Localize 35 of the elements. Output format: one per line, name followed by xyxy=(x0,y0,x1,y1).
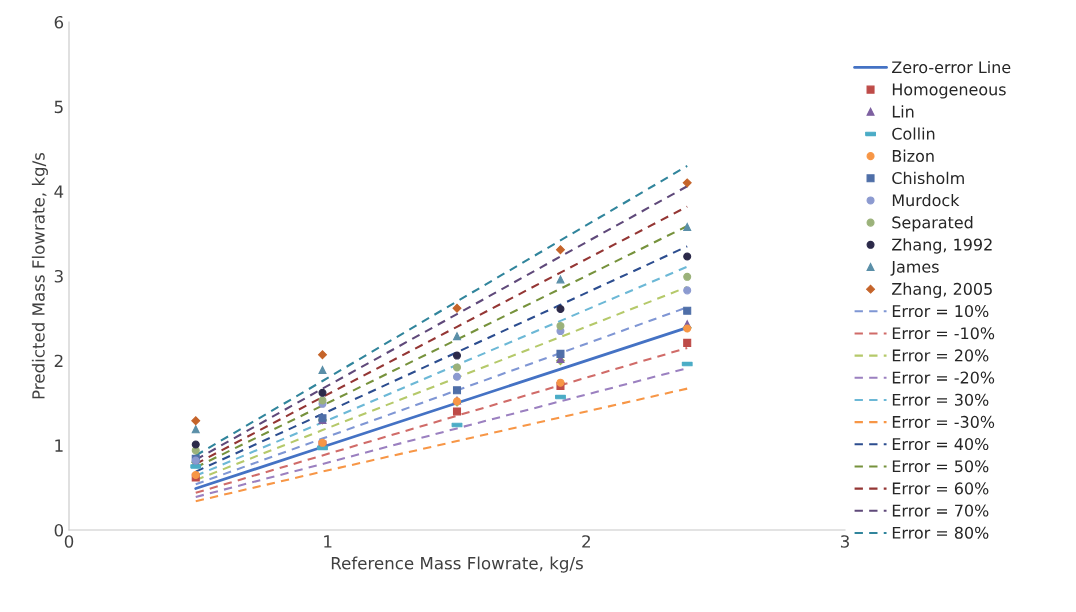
legend-label: Separated xyxy=(892,216,973,232)
legend-label: Error = 50% xyxy=(892,460,989,473)
x-tick-label: 2 xyxy=(582,535,590,548)
legend-label: Error = -20% xyxy=(892,371,995,384)
legend-label: Bizon xyxy=(892,149,934,162)
legend-label: Error = 80% xyxy=(892,526,989,539)
legend-label: Error = 10% xyxy=(892,305,989,318)
legend-label: Murdock xyxy=(892,193,960,207)
x-axis-title: Reference Mass Flowrate, kg/s xyxy=(331,556,583,573)
legend-label: Error = 30% xyxy=(892,393,989,406)
y-tick-label: 1 xyxy=(55,439,63,452)
y-tick-label: 3 xyxy=(54,269,63,283)
legend-label: Homogeneous xyxy=(892,83,1006,99)
legend-label: Error = -30% xyxy=(892,415,995,428)
legend-label: James xyxy=(890,260,939,276)
y-tick-label: 2 xyxy=(54,354,63,367)
legend-label: Error = -10% xyxy=(892,327,995,340)
legend-label: Zhang, 1992 xyxy=(892,238,992,254)
legend-label: Error = 20% xyxy=(892,349,989,362)
y-tick-label: 0 xyxy=(54,523,64,537)
legend-label: Lin xyxy=(892,105,914,118)
y-tick-label: 5 xyxy=(54,100,63,114)
legend-label: Zero-error Line xyxy=(892,60,1011,74)
legend-label: Zhang, 2005 xyxy=(892,282,992,299)
x-tick-label: 3 xyxy=(840,535,849,548)
legend-label: Chisholm xyxy=(892,171,964,185)
legend-label: Error = 70% xyxy=(892,504,989,517)
y-tick-label: 4 xyxy=(54,185,64,198)
y-axis-title: Predicted Mass Flowrate, kg/s xyxy=(31,152,48,399)
y-tick-label: 6 xyxy=(54,15,64,29)
legend-label: Error = 60% xyxy=(892,482,989,495)
legend-label: Error = 40% xyxy=(892,438,989,451)
x-tick-label: 0 xyxy=(64,535,74,548)
legend-label: Collin xyxy=(892,127,935,140)
x-tick-label: 1 xyxy=(324,535,332,548)
